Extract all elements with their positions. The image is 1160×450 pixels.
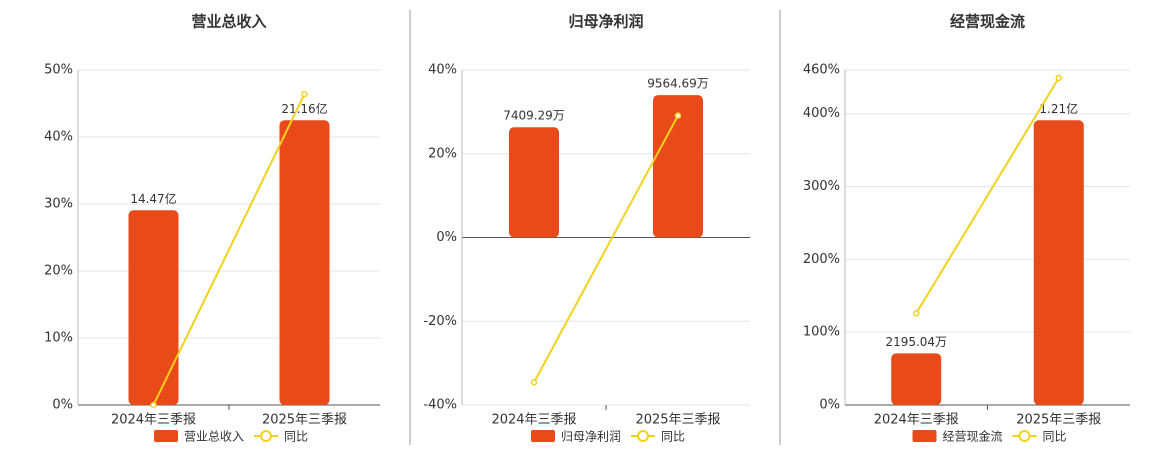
line	[915, 77, 1060, 314]
y-tick-label: 0%	[436, 230, 457, 245]
legend-label: 经营现金流	[943, 429, 1003, 444]
y-tick-label: 0%	[52, 398, 73, 413]
legend-swatch	[531, 430, 555, 442]
y-tick-label: -40%	[423, 398, 457, 413]
bar-label: 1.21亿	[1039, 101, 1078, 116]
bar-label: 2195.04万	[885, 335, 947, 349]
line-point	[530, 379, 538, 386]
y-tick-label: 400%	[803, 106, 840, 121]
legend-label: 同比	[661, 430, 685, 444]
bar-label: 14.47亿	[130, 191, 176, 206]
line-point	[150, 401, 157, 409]
legend-label: 营业总收入	[184, 430, 244, 444]
y-tick-label: 50%	[44, 63, 73, 78]
bar	[891, 353, 942, 405]
line-point	[913, 309, 920, 317]
y-tick-label: 30%	[44, 197, 73, 212]
x-tick-label: 2024年三季报	[491, 413, 576, 428]
legend-swatch	[154, 430, 178, 442]
bar	[1033, 120, 1084, 405]
bar-label: 7409.29万	[503, 109, 565, 123]
bar	[653, 95, 703, 238]
y-tick-label: 0%	[819, 398, 840, 413]
bar-label: 21.16亿	[281, 101, 327, 116]
y-tick-label: 20%	[428, 146, 457, 161]
y-tick-label: -20%	[423, 314, 457, 329]
y-tick-label: 300%	[803, 179, 840, 194]
x-tick-label: 2025年三季报	[1016, 413, 1101, 428]
legend-swatch	[637, 430, 649, 442]
y-tick-label: 40%	[428, 63, 457, 78]
chart-title: 经营现金流	[950, 13, 1025, 31]
legend-label: 归母净利润	[561, 430, 621, 444]
line	[152, 93, 306, 406]
chart-title: 营业总收入	[191, 13, 266, 31]
bar	[509, 127, 559, 238]
line	[533, 115, 679, 383]
x-tick-label: 2024年三季报	[111, 413, 196, 428]
legend-label: 同比	[1043, 430, 1067, 444]
y-tick-label: 200%	[803, 252, 840, 267]
line-point	[674, 112, 682, 119]
y-tick-label: 10%	[44, 331, 73, 346]
chart-title: 归母净利润	[568, 13, 643, 31]
bar	[128, 210, 179, 405]
y-tick-label: 100%	[803, 325, 840, 340]
x-tick-label: 2024年三季报	[874, 413, 959, 428]
bar-label: 9564.69万	[647, 77, 709, 91]
x-tick-label: 2025年三季报	[635, 413, 720, 428]
y-tick-label: 460%	[803, 63, 840, 78]
line-point	[1055, 74, 1062, 82]
line-point	[301, 90, 308, 98]
legend-label: 同比	[284, 430, 308, 444]
legend-swatch	[912, 430, 937, 442]
legend-swatch	[1018, 430, 1031, 442]
x-tick-label: 2025年三季报	[262, 413, 347, 428]
y-tick-label: 20%	[44, 264, 73, 279]
legend-swatch	[260, 430, 272, 442]
y-tick-label: 40%	[44, 130, 73, 145]
bar	[279, 120, 330, 405]
